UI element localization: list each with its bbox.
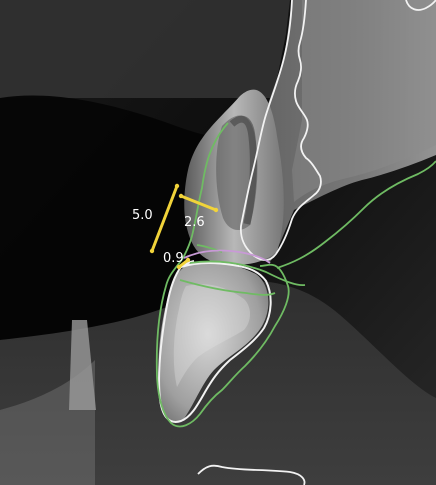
measurement-label-5-0: 5.0 [132, 208, 153, 223]
root-canal [229, 115, 257, 225]
bone-texture [292, 0, 436, 202]
left-tooth-shadow [69, 320, 96, 410]
lower-outline [197, 464, 306, 485]
crown-highlight [173, 284, 250, 387]
dark-air-region [0, 95, 220, 340]
tooth-outline [158, 261, 272, 423]
crown-neck-outline [181, 260, 195, 268]
soft-tissue-outline-left [155, 122, 290, 428]
soft-tissue-outline-inner [179, 279, 276, 296]
lower-soft-tissue [0, 280, 436, 485]
root-canal-shadow [216, 115, 258, 231]
measurement-label-2-6: 2.6 [184, 215, 205, 230]
measure-point [176, 264, 182, 270]
measurement-label-0-9: 0.9 [163, 251, 184, 266]
tooth-crown [158, 262, 269, 423]
measure-point [149, 248, 155, 254]
upper-soft-tissue [0, 0, 290, 98]
soft-tissue-outline-right [276, 160, 436, 269]
soft-tissue-outline-mid [189, 260, 306, 287]
measure-point [174, 183, 180, 189]
crown-boundary [183, 249, 271, 264]
bone-outline [239, 0, 322, 262]
measure-point [178, 193, 184, 199]
alveolar-bone [246, 0, 436, 262]
bone-outline-top-right [405, 0, 436, 11]
measure-line-5-0 [150, 185, 179, 252]
measure-point [213, 207, 219, 213]
measure-point [185, 257, 191, 263]
measure-line-2-6 [180, 194, 217, 212]
